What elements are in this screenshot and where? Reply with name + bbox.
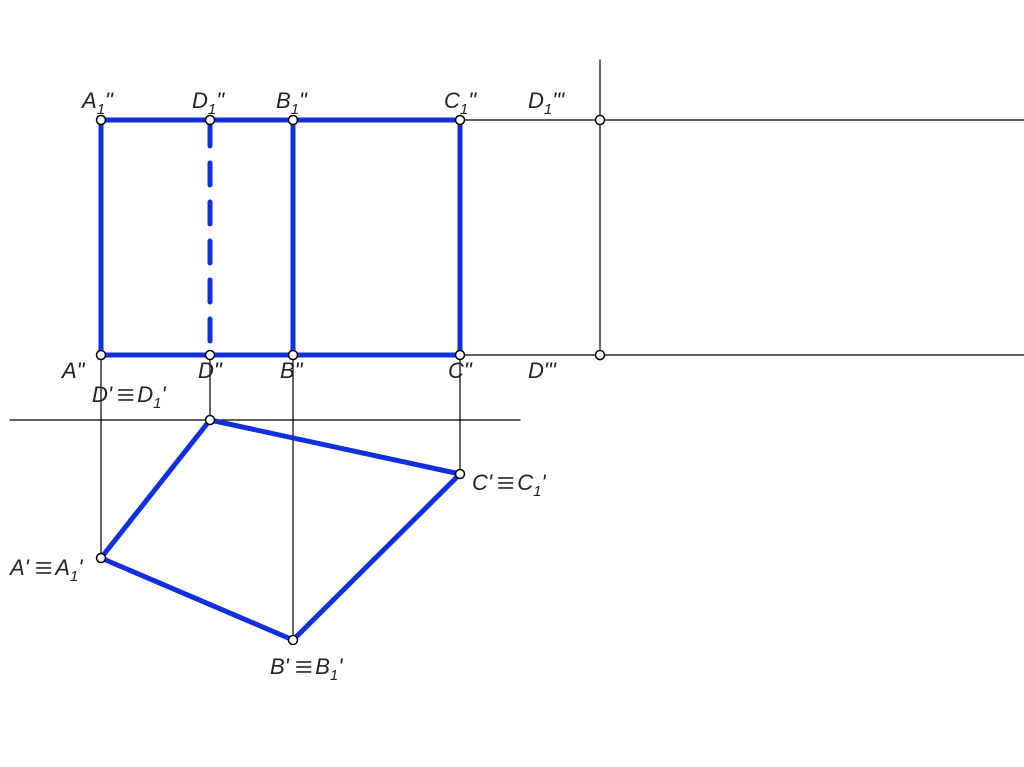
lbl-DpD1p-right: D1' [137,382,166,412]
lbl-B1pp: B1" [276,88,308,118]
lbl-D1pp: D1" [192,88,225,118]
lbl-BpB1p-left: B' [270,654,290,679]
lbl-DpD1p-left: D' [92,382,113,407]
lbl-Bpp: B" [280,358,304,383]
lbl-BpB1p-right: B1' [315,654,343,684]
lbl-Dpp: D" [198,358,223,383]
lbl-D1ppp: D1"' [528,88,565,118]
lbl-App: A" [60,358,86,383]
lbl-ApA1p-right: A1' [53,555,83,585]
projection-diagram: A1" D1" B1" C1" D1"' A" D" B" C" D"' D' D1' C' C1' A' A… [0,0,1024,767]
lbl-A1pp: A1" [80,88,114,118]
lbl-CpC1p-left: C' [472,470,493,495]
lbl-Dppp: D"' [528,358,557,383]
lbl-ApA1p-left: A' [8,555,30,580]
lbl-Cpp: C" [448,358,473,383]
lbl-CpC1p-right: C1' [517,470,546,500]
lbl-C1pp: C1" [444,88,477,118]
